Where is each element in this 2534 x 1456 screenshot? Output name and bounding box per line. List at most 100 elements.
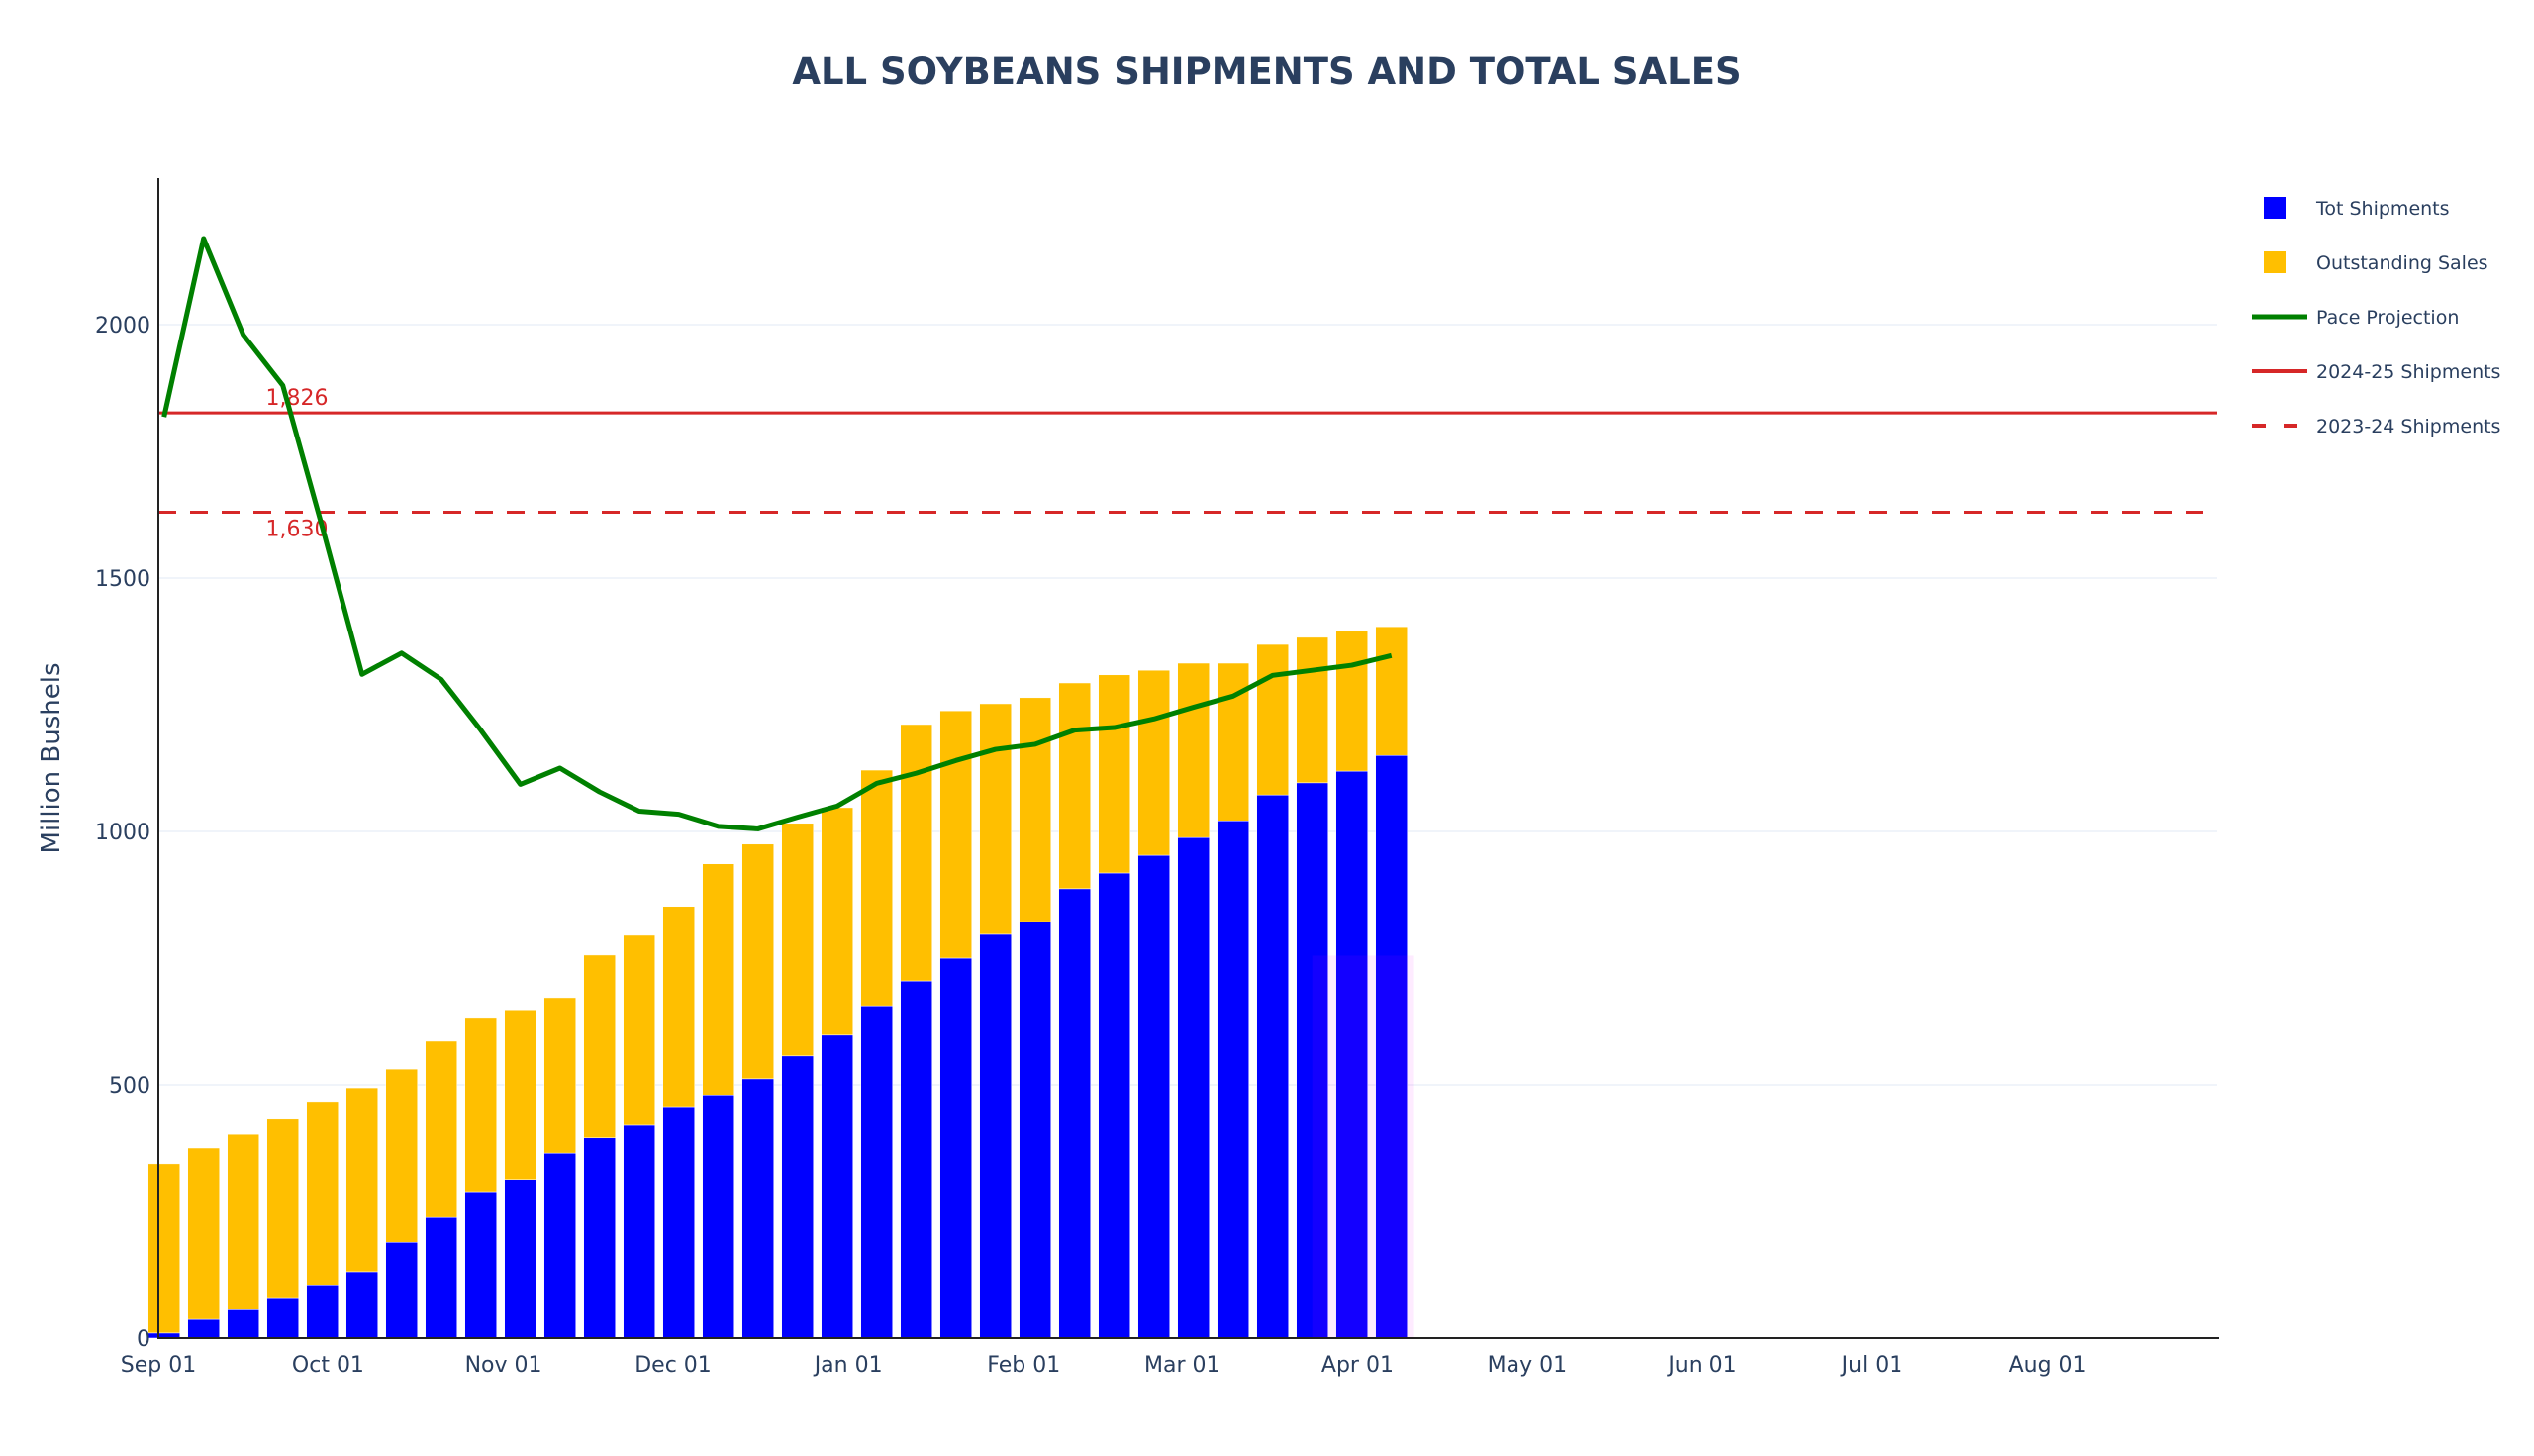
- y-tick-label: 500: [109, 1074, 150, 1099]
- bar-outstanding-sales: [543, 997, 576, 1154]
- y-tick-label: 1500: [95, 567, 150, 592]
- bar-tot-shipments: [306, 1284, 339, 1339]
- bar-tot-shipments: [187, 1318, 220, 1339]
- bar-outstanding-sales: [187, 1147, 220, 1320]
- bar-tot-shipments: [1375, 754, 1408, 1339]
- x-tick-label: Oct 01: [292, 1353, 364, 1378]
- bar-tot-shipments: [979, 933, 1012, 1339]
- y-tick-label: 1000: [95, 821, 150, 845]
- legend-swatch-icon: [2264, 251, 2286, 273]
- bar-tot-shipments: [464, 1191, 497, 1339]
- bar-outstanding-sales: [345, 1087, 378, 1273]
- bar-tot-shipments: [266, 1297, 299, 1339]
- bar-tot-shipments: [1137, 854, 1170, 1339]
- bar-outstanding-sales: [702, 863, 734, 1096]
- y-tick-label: 0: [137, 1327, 150, 1352]
- reference-lines: 1,826 1,630: [158, 386, 2217, 541]
- bar-tot-shipments: [702, 1094, 734, 1339]
- bar-outstanding-sales: [1177, 662, 1210, 838]
- bar-outstanding-sales: [1098, 674, 1130, 874]
- bar-tot-shipments: [939, 957, 972, 1339]
- x-tick-label: Jun 01: [1666, 1353, 1736, 1378]
- bar-tot-shipments: [1296, 782, 1328, 1339]
- bar-outstanding-sales: [1335, 631, 1368, 772]
- chart-title: ALL SOYBEANS SHIPMENTS AND TOTAL SALES: [792, 50, 1741, 93]
- bar-outstanding-sales: [979, 703, 1012, 935]
- highlight-region: [1312, 955, 1414, 1338]
- x-tick-label: Feb 01: [987, 1353, 1060, 1378]
- legend: Tot Shipments Outstanding Sales Pace Proje…: [2252, 197, 2500, 437]
- x-tick-label: Nov 01: [465, 1353, 542, 1378]
- bar-tot-shipments: [623, 1124, 655, 1339]
- bar-outstanding-sales: [385, 1068, 418, 1243]
- legend-item: 2023-24 Shipments: [2252, 416, 2500, 437]
- bar-outstanding-sales: [1217, 662, 1249, 822]
- bar-outstanding-sales: [939, 710, 972, 959]
- bar-tot-shipments: [345, 1271, 378, 1339]
- x-tick-label: Dec 01: [634, 1353, 712, 1378]
- legend-label: Tot Shipments: [2315, 198, 2450, 220]
- bar-outstanding-sales: [266, 1118, 299, 1299]
- highlight-rect: [1312, 955, 1414, 1338]
- reference-line-label: 1,826: [266, 386, 329, 411]
- bar-tot-shipments: [425, 1216, 457, 1339]
- bar-tot-shipments: [1177, 836, 1210, 1339]
- bar-outstanding-sales: [741, 843, 774, 1080]
- bar-tot-shipments: [662, 1106, 695, 1339]
- bar-tot-shipments: [741, 1078, 774, 1339]
- legend-swatch-icon: [2264, 197, 2286, 219]
- x-tick-label: May 01: [1488, 1353, 1567, 1378]
- bar-outstanding-sales: [1256, 643, 1289, 796]
- bar-outstanding-sales: [1058, 682, 1091, 890]
- bar-tot-shipments: [385, 1241, 418, 1339]
- bar-outstanding-sales: [662, 906, 695, 1108]
- x-tick-label: Jul 01: [1840, 1353, 1903, 1378]
- bar-outstanding-sales: [227, 1133, 259, 1310]
- y-axis-ticks: 0 500 1000 1500 2000: [95, 314, 150, 1352]
- bar-tot-shipments: [900, 980, 932, 1339]
- bar-tot-shipments: [1217, 820, 1249, 1339]
- bar-tot-shipments: [1098, 872, 1130, 1339]
- bar-tot-shipments: [1256, 794, 1289, 1339]
- bar-outstanding-sales: [781, 823, 814, 1057]
- bar-outstanding-sales: [1375, 626, 1408, 756]
- x-tick-label: Aug 01: [2009, 1353, 2087, 1378]
- y-axis-label: Million Bushels: [37, 662, 66, 853]
- bar-outstanding-sales: [1019, 697, 1051, 922]
- bar-outstanding-sales: [464, 1017, 497, 1193]
- bar-outstanding-sales: [583, 954, 616, 1139]
- x-axis-ticks: Sep 01 Oct 01 Nov 01 Dec 01 Jan 01 Feb 01 Mar …: [121, 1353, 2087, 1378]
- pace-projection-line: [161, 236, 1393, 831]
- x-tick-label: Sep 01: [121, 1353, 196, 1378]
- bars: [147, 626, 1408, 1339]
- bar-outstanding-sales: [1137, 669, 1170, 856]
- x-tick-label: Apr 01: [1321, 1353, 1394, 1378]
- bar-outstanding-sales: [425, 1040, 457, 1218]
- bar-tot-shipments: [781, 1055, 814, 1339]
- bar-outstanding-sales: [504, 1009, 536, 1180]
- bar-outstanding-sales: [821, 807, 853, 1036]
- bar-tot-shipments: [227, 1309, 259, 1339]
- x-tick-label: Mar 01: [1144, 1353, 1220, 1378]
- bar-outstanding-sales: [900, 724, 932, 982]
- legend-item: Tot Shipments: [2264, 197, 2450, 220]
- bar-tot-shipments: [860, 1005, 893, 1339]
- legend-item: Outstanding Sales: [2264, 251, 2488, 274]
- bar-outstanding-sales: [623, 934, 655, 1126]
- pace-projection: [161, 236, 1393, 831]
- bar-outstanding-sales: [306, 1101, 339, 1286]
- reference-line-label: 1,630: [266, 517, 329, 541]
- y-tick-label: 2000: [95, 314, 150, 339]
- legend-item: 2024-25 Shipments: [2252, 361, 2500, 383]
- legend-label: 2024-25 Shipments: [2316, 361, 2500, 383]
- legend-label: Pace Projection: [2316, 307, 2459, 329]
- bar-outstanding-sales: [147, 1163, 180, 1334]
- bar-tot-shipments: [1019, 921, 1051, 1339]
- bar-tot-shipments: [504, 1179, 536, 1339]
- legend-label: Outstanding Sales: [2316, 252, 2488, 274]
- legend-item: Pace Projection: [2252, 307, 2459, 329]
- bar-tot-shipments: [583, 1137, 616, 1339]
- bar-tot-shipments: [1058, 888, 1091, 1339]
- bar-outstanding-sales: [860, 769, 893, 1007]
